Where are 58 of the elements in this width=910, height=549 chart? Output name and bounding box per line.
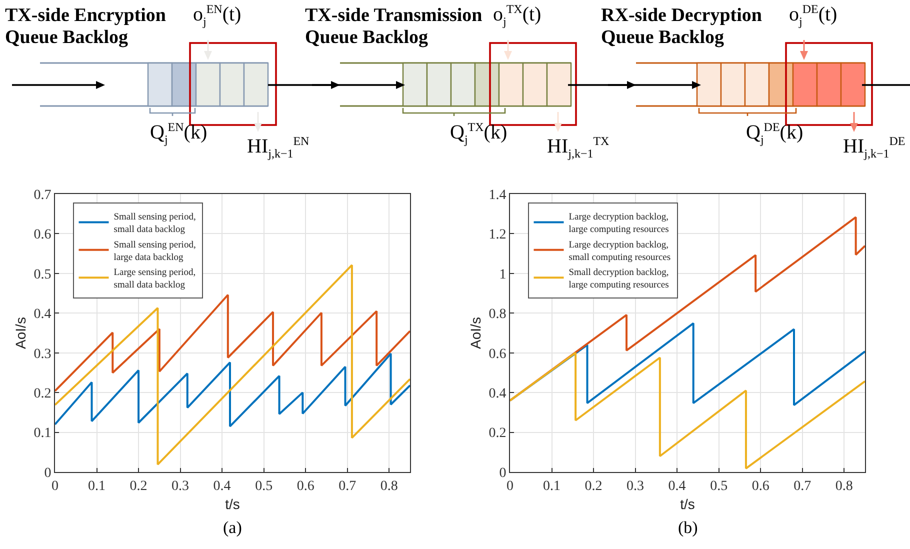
line-series — [55, 264, 410, 466]
y-tick-label: 0.7 — [34, 188, 52, 203]
x-tick-label: 0.1 — [543, 478, 561, 494]
x-tick-label: 0.7 — [338, 478, 356, 494]
text: Q$_{j}$$^{DE}$(k) — [746, 120, 804, 148]
line-series — [55, 294, 410, 392]
line-series — [55, 352, 410, 428]
x-tick-label: 0.3 — [172, 478, 190, 494]
x-tick-label: 0.7 — [794, 478, 812, 494]
line-series — [510, 352, 865, 470]
x-axis-title: t/s — [225, 496, 240, 512]
y-tick-label: 0.6 — [488, 346, 506, 362]
y-tick-label: 0 — [44, 466, 52, 481]
y-tick-label: 0 — [499, 466, 506, 481]
y-tick-label: 0.4 — [488, 386, 506, 402]
text: TX-side Encryption Queue Backlog — [5, 5, 166, 48]
y-tick-label: 0.5 — [34, 267, 52, 282]
legend-label: Small sensing period, large data backlog — [114, 240, 196, 263]
x-tick-label: 0.8 — [380, 478, 398, 494]
legend-label: Large sensing period, small data backlog — [114, 268, 196, 290]
y-tick-label: 1 — [499, 267, 506, 282]
text: o$_{j}$$^{TX}$(t) — [493, 2, 542, 30]
text: o$_{j}$$^{EN}$(t) — [193, 2, 242, 30]
text: Q$_{j}$$^{EN}$(k) — [150, 120, 208, 148]
y-tick-label: 0.2 — [488, 426, 506, 442]
x-tick-label: 0.5 — [710, 478, 728, 494]
legend-label: Small sensing period, small data backlog — [114, 212, 196, 236]
x-tick-label: 0.5 — [255, 478, 273, 494]
x-tick-label: 0.6 — [296, 478, 314, 494]
text: (b) — [678, 518, 698, 537]
y-axis-title: AoI/s — [467, 317, 484, 349]
text: o$_{j}$$^{DE}$(t) — [789, 2, 838, 30]
y-tick-label: 0.3 — [34, 346, 52, 362]
y-tick-label: 0.6 — [34, 228, 52, 243]
text: (a) — [223, 518, 242, 537]
text: RX-side Decryption Queue Backlog — [601, 5, 762, 48]
x-tick-label: 0.1 — [88, 478, 106, 494]
x-tick-label: 0.2 — [584, 478, 602, 494]
y-tick-label: 1.4 — [488, 188, 506, 203]
y-tick-label: 0.2 — [34, 386, 52, 402]
legend-label: Small decryption backlog, large computing resources — [568, 268, 670, 290]
x-tick-label: 0.4 — [668, 478, 686, 494]
x-tick-label: 0.2 — [130, 478, 148, 494]
y-tick-label: 0.1 — [34, 426, 52, 442]
x-tick-label: 0.4 — [213, 478, 231, 494]
y-tick-label: 1.2 — [488, 228, 506, 243]
y-axis-title: AoI/s — [12, 317, 28, 349]
x-axis-title: t/s — [680, 496, 695, 512]
text: TX-side Transmission Queue Backlog — [305, 5, 482, 48]
y-tick-label: 0.4 — [34, 307, 52, 322]
x-tick-label: 0.6 — [752, 478, 770, 494]
legend-label: Large decryption backlog, large computing resources — [568, 212, 670, 236]
text: Q$_{j}$$^{TX}$(k) — [450, 120, 508, 148]
line-series — [510, 322, 865, 406]
x-tick-label: 0.3 — [626, 478, 644, 494]
x-tick-label: 0.8 — [835, 478, 853, 494]
y-tick-label: 0.8 — [488, 307, 506, 322]
legend-label: Large decryption backlog, small computing resources — [568, 240, 671, 263]
